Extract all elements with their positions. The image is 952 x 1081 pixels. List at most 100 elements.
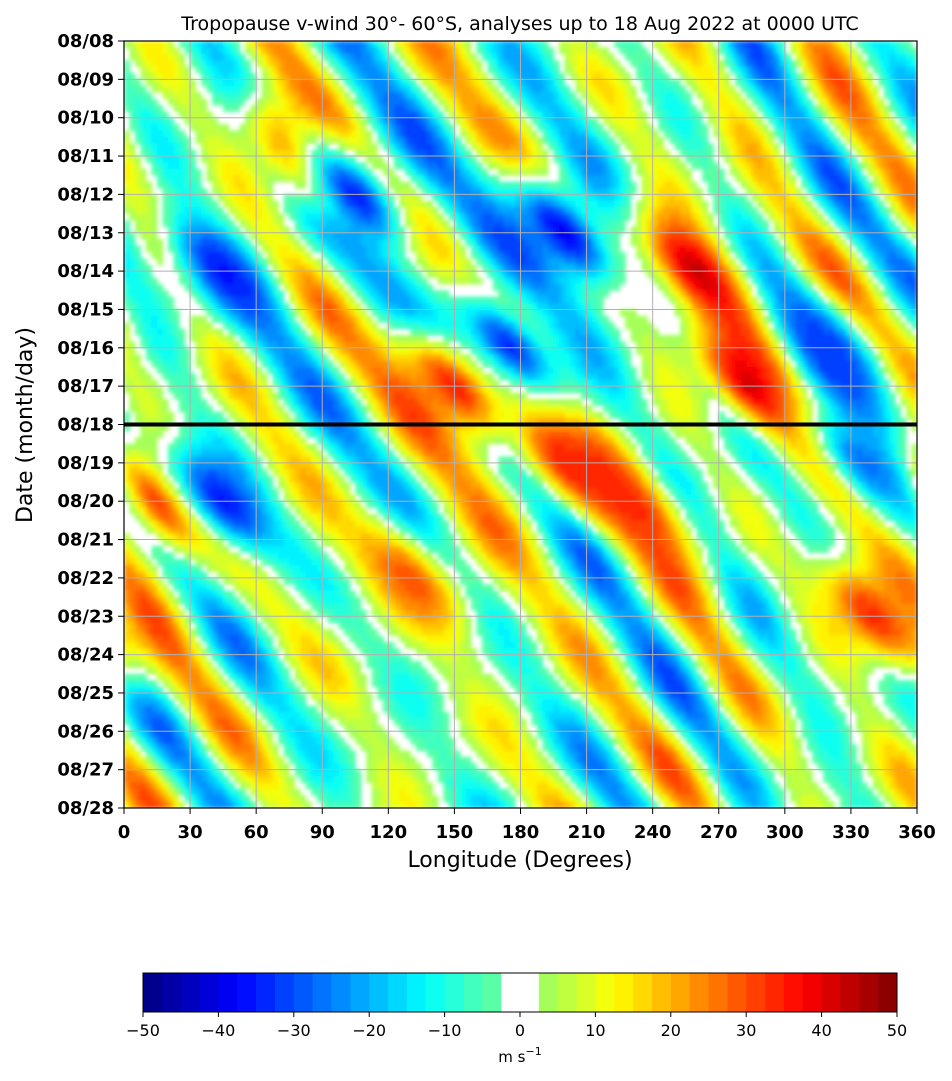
heatmap-cell [828,271,835,279]
heatmap-cell [421,239,428,247]
heatmap-cell [437,264,445,272]
heatmap-cell [553,232,560,240]
heatmap-cell [746,232,753,240]
heatmap-cell [861,181,869,189]
heatmap-cell [124,149,131,157]
heatmap-cell [905,124,913,132]
heatmap-cell [212,271,219,279]
heatmap-cell [795,85,802,93]
heatmap-cell [757,200,764,208]
heatmap-cell [151,156,158,164]
heatmap-cell [740,258,747,266]
heatmap-cell [707,66,714,74]
heatmap-cell [570,271,577,279]
heatmap-cell [883,104,891,112]
heatmap-cell [790,162,797,170]
heatmap-cell [212,41,219,48]
heatmap-cell [669,79,676,87]
heatmap-cell [360,219,367,227]
heatmap-cell [201,130,208,138]
heatmap-cell [702,226,709,234]
heatmap-cell [894,162,902,170]
heatmap-cell [691,124,698,132]
heatmap-cell [707,251,714,259]
heatmap-cell [806,79,813,87]
heatmap-cell [724,47,731,55]
heatmap-cell [608,232,615,240]
heatmap-cell [685,104,692,112]
heatmap-cell [718,168,725,176]
heatmap-cell [415,271,422,279]
heatmap-cell [239,98,246,106]
heatmap-cell [316,226,323,234]
heatmap-cell [487,226,494,234]
heatmap-cell [184,239,191,247]
heatmap-cell [217,47,224,55]
heatmap-cell [894,60,902,68]
heatmap-cell [311,194,318,202]
heatmap-cell [581,213,588,221]
heatmap-cell [900,219,907,227]
heatmap-cell [724,181,731,189]
heatmap-cell [669,188,676,195]
heatmap-cell [883,168,891,176]
heatmap-cell [371,92,378,100]
heatmap-cell [151,251,158,259]
heatmap-cell [735,264,742,272]
heatmap-cell [526,207,533,215]
heatmap-cell [470,181,478,189]
heatmap-cell [305,213,312,221]
heatmap-cell [393,98,400,106]
heatmap-cell [344,258,351,266]
heatmap-cell [135,188,142,195]
heatmap-cell [542,251,549,259]
heatmap-cell [366,245,373,253]
heatmap-cell [267,92,274,100]
heatmap-cell [157,41,164,48]
heatmap-cell [713,92,720,100]
heatmap-cell [608,213,615,221]
heatmap-cell [691,213,698,221]
heatmap-cell [223,271,230,279]
heatmap-cell [883,111,891,119]
heatmap-cell [184,98,191,106]
heatmap-cell [239,60,246,68]
heatmap-cell [234,162,241,170]
heatmap-cell [305,232,312,240]
heatmap-cell [316,264,323,272]
heatmap-cell [454,136,461,144]
heatmap-cell [559,47,566,55]
heatmap-cell [592,41,599,48]
heatmap-cell [382,41,389,48]
heatmap-cell [179,130,186,138]
heatmap-cell [487,239,494,247]
heatmap-cell [294,258,301,266]
heatmap-cell [548,200,555,208]
heatmap-cell [261,207,268,215]
heatmap-cell [476,219,483,227]
heatmap-cell [443,219,450,227]
heatmap-cell [801,181,808,189]
heatmap-cell [548,72,555,80]
heatmap-cell [256,207,263,215]
heatmap-cell [514,98,522,106]
heatmap-cell [768,149,775,157]
heatmap-cell [674,47,681,55]
heatmap-cell [514,79,522,87]
heatmap-cell [905,47,913,55]
heatmap-cell [228,207,235,215]
heatmap-cell [498,117,505,125]
heatmap-cell [900,85,907,93]
heatmap-cell [217,283,224,291]
heatmap-cell [603,207,610,215]
heatmap-cell [696,41,703,48]
heatmap-cell [322,111,329,119]
heatmap-cell [503,232,511,240]
heatmap-cell [300,47,307,55]
heatmap-cell [597,66,604,74]
heatmap-cell [371,245,378,253]
heatmap-cell [839,277,847,285]
heatmap-cell [294,72,301,80]
heatmap-cell [223,219,230,227]
heatmap-cell [498,232,505,240]
